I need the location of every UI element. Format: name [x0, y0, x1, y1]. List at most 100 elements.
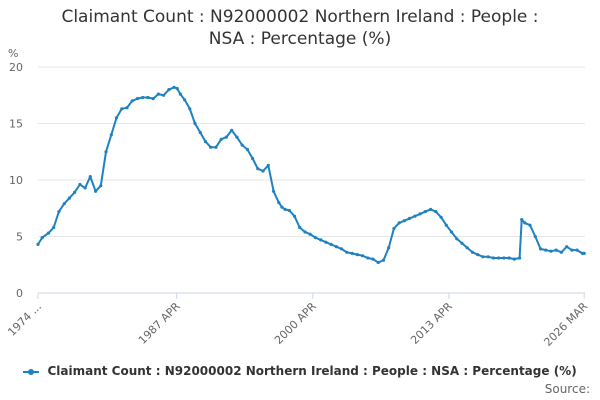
data-point — [507, 256, 511, 260]
data-point — [235, 135, 239, 139]
data-point — [104, 150, 108, 154]
legend[interactable]: Claimant Count : N92000002 Northern Irel… — [0, 364, 600, 378]
data-point — [376, 260, 380, 265]
data-point — [455, 237, 459, 241]
data-point — [491, 256, 495, 260]
data-point — [303, 230, 307, 234]
data-point — [476, 253, 480, 257]
data-point — [465, 246, 469, 250]
data-point — [570, 248, 574, 252]
data-point — [167, 88, 171, 92]
data-point — [120, 107, 124, 111]
data-point — [512, 257, 516, 261]
data-point — [240, 143, 244, 147]
data-point — [582, 251, 586, 255]
legend-marker-icon — [23, 367, 40, 377]
data-point — [308, 232, 312, 236]
chart-title-line1: Claimant Count : N92000002 Northern Irel… — [61, 7, 539, 27]
data-point — [156, 92, 160, 96]
gridlines — [38, 66, 585, 237]
data-point — [52, 225, 56, 230]
data-point — [387, 246, 391, 250]
data-point — [67, 196, 71, 200]
data-point — [46, 231, 51, 235]
chart-title-line2: NSA : Percentage (%) — [208, 29, 392, 49]
data-point — [413, 214, 417, 218]
series-layer — [36, 85, 586, 265]
x-tick-label: 1974 ... — [5, 300, 44, 339]
data-point — [366, 256, 370, 260]
data-point — [313, 236, 317, 240]
data-point — [350, 251, 354, 255]
data-point — [175, 86, 179, 91]
data-point — [73, 190, 77, 194]
legend-dot — [28, 368, 35, 375]
y-tick-label: 10 — [9, 174, 23, 187]
data-point — [178, 92, 182, 96]
data-point — [439, 215, 443, 219]
data-point — [575, 248, 579, 252]
data-point — [360, 254, 365, 258]
data-point — [146, 95, 150, 100]
data-point — [392, 227, 396, 231]
data-point — [381, 258, 386, 262]
data-point — [114, 116, 119, 120]
x-tick-label: 2026 MAR — [541, 300, 590, 349]
data-point — [397, 221, 401, 225]
y-tick-label: 5 — [16, 231, 23, 244]
data-point — [94, 189, 98, 193]
data-point — [193, 121, 197, 126]
data-point — [272, 189, 276, 193]
data-point — [88, 175, 92, 179]
x-tick-label: 1987 APR — [136, 300, 183, 347]
data-point — [520, 218, 524, 222]
data-point — [538, 247, 543, 251]
data-point — [470, 250, 475, 254]
data-point — [423, 210, 427, 214]
data-point — [266, 163, 270, 167]
data-point — [109, 133, 113, 137]
x-tick-label: 2000 APR — [272, 300, 319, 347]
data-point — [429, 207, 433, 211]
data-point — [245, 147, 249, 152]
data-point — [203, 140, 208, 144]
data-point — [287, 208, 291, 213]
data-point — [334, 245, 338, 249]
data-point — [62, 202, 66, 206]
data-point — [523, 221, 527, 225]
data-point — [183, 98, 187, 102]
y-axis-label: % — [8, 47, 18, 60]
data-point — [224, 135, 228, 139]
data-point — [219, 137, 223, 141]
y-tick-label: 0 — [16, 287, 23, 300]
data-point — [214, 145, 218, 149]
data-point — [209, 145, 213, 149]
data-point — [135, 97, 140, 101]
data-point — [533, 234, 537, 239]
data-point — [36, 242, 40, 246]
data-point — [345, 250, 349, 254]
data-point — [125, 106, 129, 110]
data-point — [298, 225, 302, 230]
data-point — [283, 207, 287, 211]
data-point — [40, 236, 44, 240]
data-point — [162, 93, 166, 97]
data-point — [518, 256, 522, 260]
data-point — [565, 245, 569, 249]
data-point — [329, 242, 333, 246]
data-point — [559, 250, 564, 254]
data-point — [251, 156, 255, 161]
data-point — [78, 182, 82, 187]
data-point — [340, 247, 344, 251]
data-point — [99, 184, 103, 188]
data-point — [554, 248, 558, 252]
data-point — [256, 167, 260, 171]
source-label: Source: — [544, 382, 590, 396]
data-point — [230, 128, 234, 132]
data-point — [188, 107, 192, 111]
data-point — [434, 210, 438, 214]
legend-label: Claimant Count : N92000002 Northern Irel… — [47, 364, 577, 378]
axes: 0 5 10 15 20% 1974 ... 1987 APR 2000 APR 2013 AP… — [5, 47, 590, 349]
data-point — [355, 253, 359, 257]
